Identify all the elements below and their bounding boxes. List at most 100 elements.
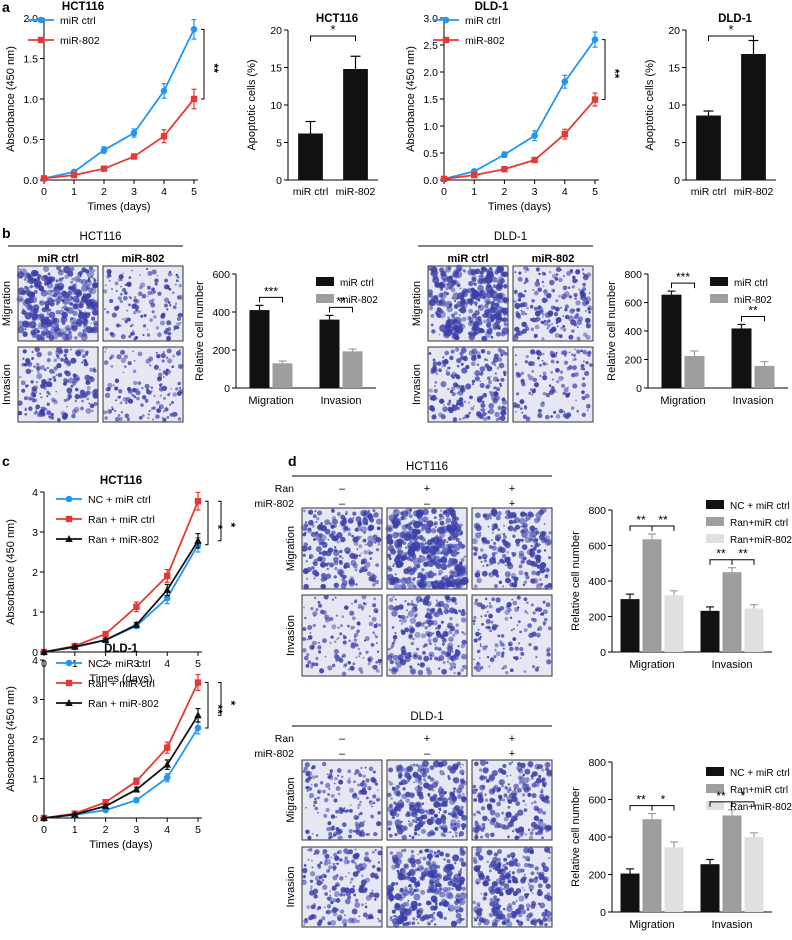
stained-cell — [354, 769, 359, 774]
stained-cell — [489, 657, 495, 662]
stained-cell — [63, 399, 67, 403]
stained-cell — [454, 900, 459, 906]
stained-cell — [323, 874, 327, 878]
stained-cell — [319, 543, 322, 546]
stained-cell — [158, 386, 164, 392]
stained-cell — [305, 778, 310, 783]
stained-cell — [377, 811, 381, 815]
stained-cell — [500, 634, 505, 638]
stained-cell — [401, 510, 409, 518]
stained-cell — [515, 312, 521, 318]
stained-cell — [80, 296, 88, 303]
stained-cell — [302, 867, 308, 874]
stained-cell — [406, 602, 411, 606]
data-point — [501, 151, 508, 158]
stained-cell — [520, 407, 523, 410]
stained-cell — [40, 406, 43, 409]
stained-cell — [50, 416, 55, 420]
stained-cell — [399, 584, 402, 587]
stained-cell — [549, 389, 555, 395]
stained-cell — [422, 598, 427, 603]
stained-cell — [474, 918, 478, 922]
stained-cell — [357, 783, 361, 787]
stained-cell — [114, 386, 119, 391]
stained-cell — [392, 562, 396, 566]
stained-cell — [477, 907, 483, 913]
stained-cell — [449, 798, 456, 805]
stained-cell — [531, 560, 538, 567]
stained-cell — [543, 549, 547, 552]
stained-cell — [455, 834, 458, 838]
stained-cell — [523, 405, 528, 409]
significance-label: *** — [676, 270, 690, 284]
stained-cell — [329, 894, 332, 897]
stained-cell — [409, 665, 413, 669]
stained-cell — [438, 412, 443, 418]
stained-cell — [495, 515, 501, 521]
stained-cell — [534, 324, 540, 330]
bar — [620, 873, 640, 912]
stained-cell — [488, 869, 492, 873]
significance-label: *** — [264, 284, 278, 298]
data-point — [190, 95, 198, 103]
stained-cell — [524, 809, 527, 812]
stained-cell — [497, 416, 502, 421]
stained-cell — [325, 782, 331, 789]
stained-cell — [126, 317, 131, 322]
stained-cell — [445, 513, 450, 518]
stained-cell — [478, 278, 484, 284]
stained-cell — [104, 350, 107, 353]
stained-cell — [31, 398, 36, 403]
stained-cell — [400, 820, 403, 823]
stained-cell — [22, 357, 25, 360]
stained-cell — [521, 310, 526, 316]
stained-cell — [536, 918, 541, 923]
stained-cell — [304, 806, 307, 809]
stained-cell — [393, 921, 400, 929]
stained-cell — [529, 765, 532, 768]
stained-cell — [170, 387, 173, 390]
stained-cell — [515, 392, 520, 396]
stained-cell — [39, 392, 42, 395]
stained-cell — [362, 558, 368, 564]
stained-cell — [328, 865, 333, 870]
stained-cell — [507, 525, 514, 532]
stained-cell — [392, 915, 395, 918]
significance-label: ** — [716, 547, 726, 561]
stained-cell — [133, 298, 138, 303]
stained-cell — [434, 643, 437, 646]
stained-cell — [512, 637, 517, 641]
stained-cell — [367, 509, 371, 513]
stained-cell — [485, 778, 490, 783]
stained-cell — [432, 793, 438, 799]
series-line-1 — [443, 98, 596, 180]
data-point — [160, 133, 168, 140]
stained-cell — [537, 571, 540, 575]
stained-cell — [546, 649, 550, 653]
stained-cell — [445, 319, 453, 327]
stained-cell — [321, 916, 326, 921]
stained-cell — [352, 563, 358, 569]
stained-cell — [362, 538, 367, 543]
stained-cell — [488, 885, 495, 893]
stained-cell — [364, 851, 369, 856]
stained-cell — [24, 413, 28, 416]
stained-cell — [531, 793, 537, 799]
data-point — [71, 810, 79, 818]
stained-cell — [543, 876, 549, 882]
stained-cell — [583, 332, 588, 337]
stained-cell — [131, 269, 133, 272]
stained-cell — [133, 310, 137, 315]
y-tick-label: 4 — [32, 487, 38, 499]
stained-cell — [375, 798, 379, 802]
stained-cell — [515, 524, 521, 530]
stained-cell — [319, 780, 324, 785]
stained-cell — [166, 335, 172, 341]
stained-cell — [435, 817, 443, 825]
stained-cell — [360, 529, 363, 532]
stained-cell — [89, 376, 95, 383]
stained-cell — [479, 645, 482, 648]
stained-cell — [448, 636, 454, 642]
stained-cell — [356, 919, 360, 923]
stained-cell — [495, 651, 501, 657]
